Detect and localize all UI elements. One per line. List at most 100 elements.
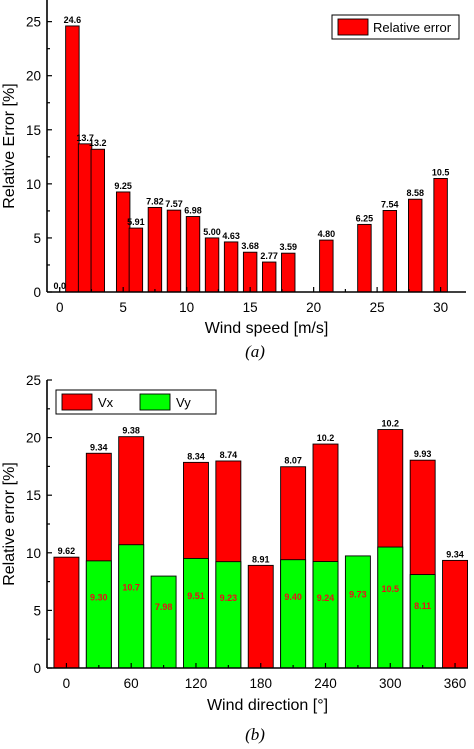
bar-relative-error bbox=[261, 261, 277, 293]
data-label: 4.63 bbox=[222, 231, 240, 241]
bar-relative-error bbox=[433, 177, 448, 293]
data-label: 8.07 bbox=[284, 456, 302, 466]
bar-relative-error bbox=[281, 252, 296, 293]
y-tick-label: 10 bbox=[26, 546, 41, 561]
x-tick-label: 180 bbox=[249, 676, 272, 691]
data-label: 10.2 bbox=[382, 419, 400, 429]
data-label: 9.62 bbox=[58, 546, 76, 556]
data-label: 9.38 bbox=[122, 426, 140, 436]
bar-vy bbox=[183, 557, 209, 669]
x-tick-label: 25 bbox=[370, 300, 385, 315]
bar-relative-error bbox=[166, 209, 182, 293]
bar-vy bbox=[280, 559, 307, 669]
data-label: 0.0 bbox=[53, 281, 66, 291]
figure-caption: (a) bbox=[245, 342, 265, 361]
bar-vx bbox=[53, 556, 80, 669]
legend: Vx Vy bbox=[55, 389, 217, 415]
data-label: 9.25 bbox=[114, 181, 132, 191]
vy-value-label: 9.40 bbox=[284, 592, 302, 602]
chart-a: 0.024.613.713.29.255.917.82 7.576.985.00 4… bbox=[1, 0, 466, 361]
data-label: 24.6 bbox=[64, 15, 82, 25]
data-label: 8.58 bbox=[406, 188, 424, 198]
data-label: 7.82 bbox=[146, 196, 164, 206]
chart-b: 9.62 9.34 9.38 8.34 8.74 8.91 8.07 10.2 10.2 9.93… bbox=[1, 373, 468, 744]
bar-relative-error bbox=[319, 239, 334, 293]
x-tick-label: 5 bbox=[119, 300, 127, 315]
bar-relative-error bbox=[77, 143, 93, 293]
bar-vx bbox=[442, 559, 468, 669]
bar-relative-error bbox=[65, 25, 80, 293]
x-tick-label: 15 bbox=[243, 300, 258, 315]
y-tick-label: 5 bbox=[33, 231, 41, 246]
vy-value-label: 9.23 bbox=[220, 593, 238, 603]
vy-value-label: 9.73 bbox=[349, 589, 367, 599]
bar-vy bbox=[85, 560, 112, 669]
vy-value-label: 7.98 bbox=[155, 602, 173, 612]
x-tick-label: 60 bbox=[124, 676, 139, 691]
data-label: 10.2 bbox=[317, 433, 335, 443]
bar-relative-error bbox=[223, 241, 239, 293]
data-label: 6.98 bbox=[184, 206, 202, 216]
bar-vy bbox=[377, 546, 404, 669]
x-tick-label: 360 bbox=[444, 676, 467, 691]
y-tick-label: 20 bbox=[26, 431, 41, 446]
legend-label-vy: Vy bbox=[176, 395, 191, 410]
data-label: 2.77 bbox=[260, 251, 278, 261]
legend-swatch bbox=[337, 18, 369, 36]
vy-value-label: 10.7 bbox=[122, 582, 140, 592]
bar-vy bbox=[150, 575, 177, 669]
x-tick-label: 300 bbox=[379, 676, 402, 691]
legend-swatch-vy bbox=[139, 393, 171, 411]
bar-relative-error bbox=[357, 223, 372, 293]
bar-vy bbox=[118, 544, 145, 669]
y-tick-label: 15 bbox=[26, 488, 41, 503]
y-tick-label: 0 bbox=[33, 285, 41, 300]
data-label: 10.5 bbox=[432, 167, 450, 177]
data-label: 8.91 bbox=[252, 554, 270, 564]
x-axis-title: Wind direction [°] bbox=[207, 697, 328, 714]
legend: Relative error bbox=[331, 14, 460, 40]
y-tick-label: 5 bbox=[33, 603, 41, 618]
data-label: 13.2 bbox=[89, 138, 107, 148]
data-label: 9.34 bbox=[446, 549, 464, 559]
x-tick-label: 240 bbox=[314, 676, 337, 691]
data-label: 7.57 bbox=[165, 199, 183, 209]
y-tick-label: 10 bbox=[26, 177, 41, 192]
vy-value-label: 8.11 bbox=[414, 601, 431, 611]
data-label: 8.74 bbox=[220, 450, 238, 460]
bar-vy bbox=[312, 561, 339, 669]
bar-relative-error bbox=[90, 148, 105, 293]
figure-caption: (b) bbox=[245, 725, 265, 744]
legend-swatch-vx bbox=[61, 393, 93, 411]
data-label: 3.68 bbox=[241, 241, 259, 251]
data-label: 6.25 bbox=[356, 213, 374, 223]
bar-relative-error bbox=[242, 251, 258, 293]
x-tick-label: 120 bbox=[185, 676, 208, 691]
vy-value-label: 10.5 bbox=[382, 584, 400, 594]
data-label: 8.34 bbox=[187, 451, 205, 461]
y-axis-title: Relative Error [%] bbox=[1, 83, 18, 208]
bar-relative-error bbox=[147, 206, 163, 293]
bar-relative-error bbox=[128, 227, 144, 293]
x-tick-label: 10 bbox=[179, 300, 194, 315]
bar-relative-error bbox=[204, 237, 220, 293]
data-label: 13.7 bbox=[76, 133, 94, 143]
y-tick-label: 0 bbox=[33, 661, 41, 676]
bar-vy bbox=[344, 555, 371, 669]
data-label: 4.80 bbox=[318, 229, 336, 239]
data-label: 7.54 bbox=[381, 199, 399, 209]
data-label: 5.91 bbox=[127, 217, 145, 227]
y-tick-label: 20 bbox=[26, 69, 41, 84]
vy-value-label: 9.30 bbox=[90, 593, 108, 603]
bar-relative-error bbox=[115, 191, 131, 293]
bar-vy bbox=[409, 574, 436, 669]
x-tick-label: 30 bbox=[433, 300, 448, 315]
data-label: 9.34 bbox=[90, 442, 108, 452]
bar-relative-error bbox=[408, 198, 423, 293]
x-tick-label: 0 bbox=[56, 300, 64, 315]
vy-value-label: 9.24 bbox=[317, 593, 335, 603]
y-axis-title: Relative error [%] bbox=[1, 462, 18, 586]
x-axis-title: Wind speed [m/s] bbox=[205, 320, 329, 337]
bar-vx bbox=[247, 564, 274, 669]
